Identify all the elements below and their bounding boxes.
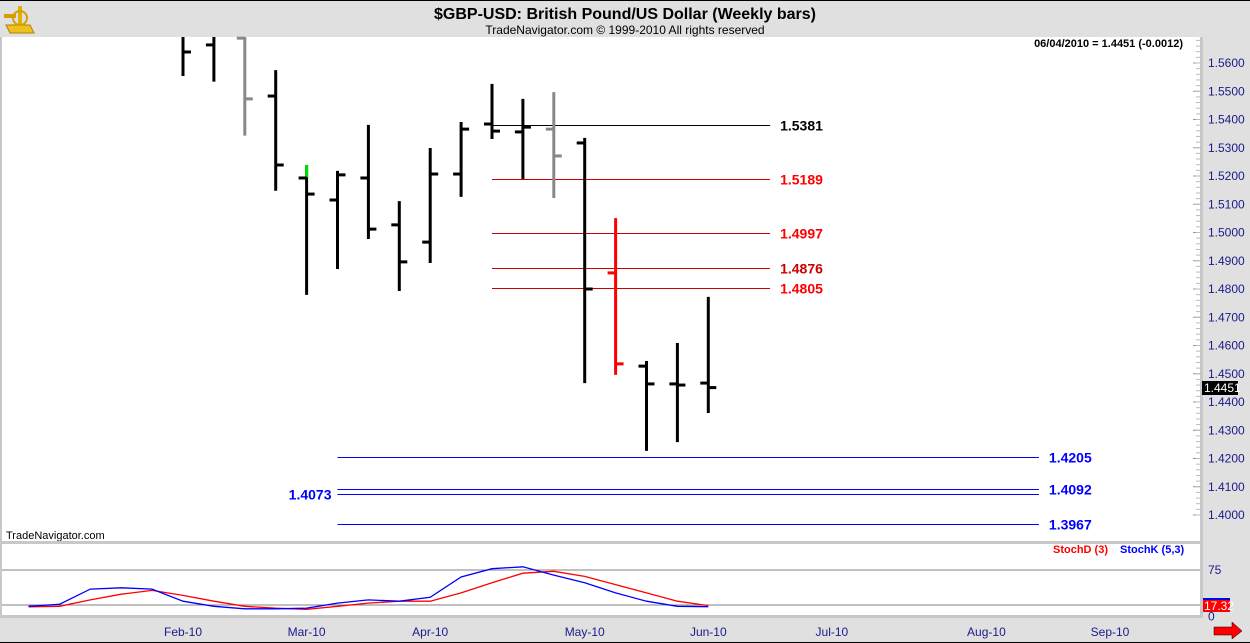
level-label: 1.4073 (289, 487, 332, 503)
ohlc-bar (422, 148, 439, 264)
stoch-tick-label: 75 (1208, 563, 1222, 577)
level-label: 1.4997 (780, 226, 823, 242)
stoch-last-value: 17.32 (1204, 599, 1234, 613)
ohlc-bar (236, 36, 253, 136)
date-label: Jul-10 (816, 625, 849, 639)
level-label: 1.4876 (780, 261, 823, 277)
price-tick-label: 1.4100 (1208, 480, 1245, 494)
date-label: Feb-10 (164, 625, 202, 639)
stochastic-pane[interactable] (2, 544, 1200, 615)
ohlc-bars (181, 36, 717, 451)
ohlc-bar (205, 37, 216, 82)
price-tick-label: 1.4200 (1208, 452, 1245, 466)
stochastic-lines: 75 0 (2, 563, 1222, 624)
level-label: 1.5189 (780, 172, 823, 188)
ohlc-bar (700, 296, 717, 414)
stoch-last-marker: 17.32 (1203, 598, 1234, 613)
ohlc-bar (360, 124, 377, 239)
ohlc-bar (638, 361, 655, 451)
ohlc-bar (181, 37, 191, 76)
stoch-line-stochd (28, 570, 709, 611)
ohlc-bar (576, 137, 593, 384)
date-label: May-10 (565, 625, 605, 639)
date-label: Mar-10 (288, 625, 326, 639)
legend-stochk: StochK (5,3) (1120, 544, 1185, 556)
price-tick-label: 1.4000 (1208, 508, 1245, 522)
ohlc-bar (329, 170, 346, 269)
price-tick-label: 1.4400 (1208, 395, 1245, 409)
watermark: TradeNavigator.com (6, 530, 105, 542)
ohlc-bar (484, 83, 500, 139)
ohlc-bar (669, 342, 686, 443)
date-label: Aug-10 (967, 625, 1006, 639)
ohlc-bar (298, 164, 315, 295)
date-label: Sep-10 (1091, 625, 1130, 639)
level-label: 1.3967 (1049, 517, 1092, 533)
price-tick-label: 1.4600 (1208, 339, 1245, 353)
level-label: 1.4205 (1049, 450, 1092, 466)
date-label: Apr-10 (412, 625, 448, 639)
last-price-marker: 1.4451 (1202, 381, 1241, 395)
ohlc-bar (607, 218, 624, 375)
legend-stochd: StochD (3) (1053, 544, 1108, 556)
price-tick-label: 1.5200 (1208, 169, 1245, 183)
date-axis: Feb-10 Mar-10 Apr-10 May-10 Jun-10 Jul-10 Aug-… (164, 625, 1130, 639)
date-label: Jun-10 (690, 625, 727, 639)
level-label: 1.5381 (780, 118, 823, 134)
price-tick-label: 1.4800 (1208, 282, 1245, 296)
ohlc-bar (453, 122, 470, 197)
price-tick-label: 1.4300 (1208, 423, 1245, 437)
price-tick-label: 1.5500 (1208, 84, 1245, 98)
chart-title: $GBP-USD: British Pound/US Dollar (Weekl… (434, 6, 816, 23)
scroll-right-arrow-icon[interactable] (1213, 621, 1243, 640)
sextant-icon (4, 6, 35, 34)
stoch-line-stochk (28, 566, 709, 610)
price-tick-label: 1.4900 (1208, 254, 1245, 268)
ohlc-bar (514, 98, 531, 180)
level-label: 1.4092 (1049, 482, 1092, 498)
price-axis: 1.5600 1.5500 1.5400 1.5300 1.5200 1.5100 1.50… (1193, 39, 1245, 522)
stoch-tick-label: 0 (1208, 610, 1215, 624)
ohlc-bar (545, 92, 562, 199)
price-tick-label: 1.5600 (1208, 56, 1245, 70)
last-readout: 06/04/2010 = 1.4451 (-0.0012) (1034, 38, 1183, 50)
ohlc-bar (391, 201, 408, 291)
level-lines: 1.5381 1.5189 1.4997 1.4876 1.4805 1.4205 1.40… (289, 118, 1092, 533)
price-tick-label: 1.4500 (1208, 367, 1245, 381)
last-price-label: 1.4451 (1204, 381, 1241, 395)
price-tick-label: 1.5100 (1208, 197, 1245, 211)
ohlc-bar (267, 70, 284, 191)
price-tick-label: 1.5400 (1208, 113, 1245, 127)
price-tick-label: 1.4700 (1208, 310, 1245, 324)
level-label: 1.4805 (780, 281, 823, 297)
price-tick-label: 1.5000 (1208, 226, 1245, 240)
copyright: TradeNavigator.com © 1999-2010 All right… (485, 23, 764, 37)
price-tick-label: 1.5300 (1208, 141, 1245, 155)
